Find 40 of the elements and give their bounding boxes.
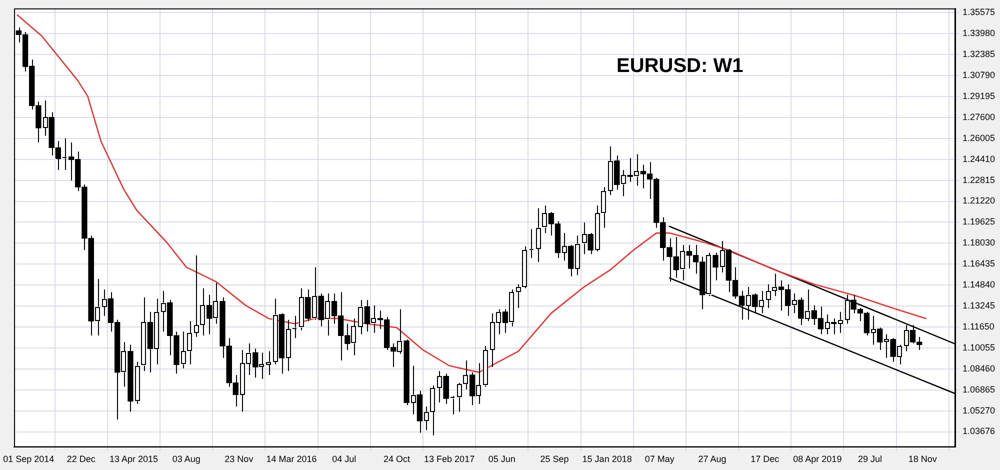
y-tick-label: 1.14840	[962, 280, 996, 290]
x-tick-label: 25 Sep	[540, 454, 569, 464]
x-tick-label: 01 Sep 2014	[3, 454, 54, 464]
y-tick-label: 1.27600	[962, 112, 996, 122]
y-tick-label: 1.30790	[962, 70, 996, 80]
y-tick-label: 1.35575	[962, 7, 996, 18]
x-tick-label: 13 Feb 2017	[424, 454, 475, 464]
y-tick-label: 1.16435	[962, 258, 996, 269]
y-tick-label: 1.32385	[962, 49, 996, 60]
x-tick-label: 14 Mar 2016	[266, 454, 317, 464]
y-tick-label: 1.26005	[962, 132, 996, 143]
x-tick-label: 15 Jan 2018	[582, 454, 632, 464]
x-tick-label: 29 Jul	[858, 454, 882, 464]
x-tick-label: 24 Oct	[383, 454, 410, 464]
x-tick-label: 13 Apr 2015	[109, 454, 158, 464]
x-tick-label: 04 Jul	[332, 454, 356, 464]
y-tick-label: 1.22815	[962, 174, 996, 185]
y-tick-label: 1.03676	[962, 426, 996, 436]
x-tick-label: 22 Dec	[66, 454, 96, 464]
x-tick-label: 03 Aug	[172, 454, 200, 464]
y-tick-label: 1.18030	[962, 238, 996, 248]
y-tick-label: 1.10055	[962, 342, 996, 352]
y-tick-label: 1.29195	[962, 90, 996, 101]
y-tick-label: 1.19625	[962, 216, 996, 227]
y-tick-label: 1.08460	[962, 363, 996, 374]
y-tick-label: 1.24410	[962, 154, 996, 164]
y-tick-label: 1.05270	[962, 405, 996, 416]
x-tick-label: 17 Dec	[750, 454, 780, 464]
y-tick-label: 1.21220	[962, 196, 996, 206]
x-tick-label: 07 May	[644, 454, 675, 464]
y-tick-label: 1.13245	[962, 300, 996, 311]
x-tick-label: 05 Jun	[488, 454, 516, 464]
text: EURUSD: W1	[616, 54, 744, 77]
x-tick-label: 23 Nov	[224, 454, 254, 464]
x-tick-label: 08 Apr 2019	[793, 454, 842, 464]
x-tick-label: 27 Aug	[698, 454, 726, 464]
y-tick-label: 1.11650	[962, 321, 994, 332]
y-tick-label: 1.33980	[962, 28, 996, 38]
x-tick-label: 18 Nov	[908, 454, 938, 464]
y-tick-label: 1.06865	[962, 384, 996, 394]
